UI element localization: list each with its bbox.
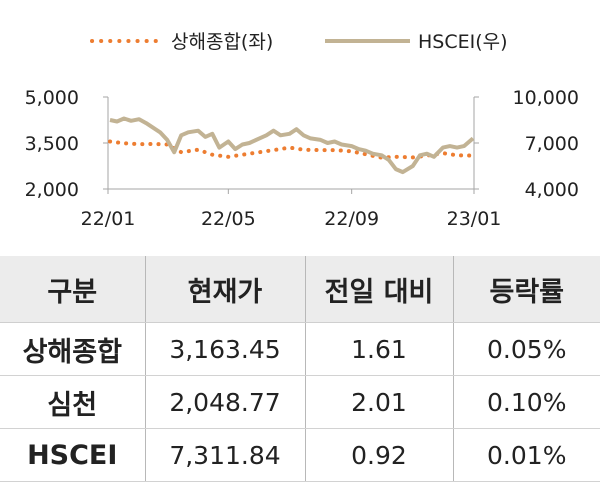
index-chart: 상해종합(좌) HSCEI(우) 5,000 3,500 2,000 10,000 7,0… (25, 31, 579, 230)
index-table: 구분 현재가 전일 대비 등락률 상해종합 3,163.45 1.61 0.05… (0, 256, 600, 482)
row-price: 2,048.77 (144, 375, 305, 429)
row-change: 1.61 (304, 322, 453, 376)
left-tick-label: 5,000 (25, 87, 79, 109)
right-tick-label: 7,000 (525, 133, 579, 155)
right-tick-label: 10,000 (513, 87, 579, 109)
chart-lines (108, 116, 475, 175)
row-price: 7,311.84 (144, 428, 305, 482)
table-row: 상해종합 3,163.45 1.61 0.05% (0, 322, 600, 376)
right-tick-label: 4,000 (525, 179, 579, 201)
row-name: 상해종합 (0, 322, 145, 376)
table-row: 심천 2,048.77 2.01 0.10% (0, 375, 600, 429)
legend-label-hscei: HSCEI(우) (418, 31, 508, 53)
header-change-rate: 등락률 (452, 256, 600, 323)
table-header-row: 구분 현재가 전일 대비 등락률 (0, 256, 600, 323)
series-line-shanghai (108, 139, 475, 160)
x-tick-label: 22/01 (81, 208, 136, 230)
chart-legend: 상해종합(좌) HSCEI(우) (90, 31, 508, 53)
row-price: 3,163.45 (144, 322, 305, 376)
table-row: HSCEI 7,311.84 0.92 0.01% (0, 428, 600, 482)
left-tick-label: 3,500 (25, 133, 79, 155)
row-change: 2.01 (304, 375, 453, 429)
x-tick-label: 22/09 (324, 208, 379, 230)
x-tick-label: 22/05 (201, 208, 256, 230)
row-name: 심천 (0, 375, 145, 429)
row-change: 0.92 (304, 428, 453, 482)
left-tick-label: 2,000 (25, 179, 79, 201)
row-rate: 0.01% (452, 428, 600, 482)
header-category: 구분 (0, 256, 145, 323)
row-rate: 0.10% (452, 375, 600, 429)
x-tick-label: 23/01 (447, 208, 502, 230)
row-name: HSCEI (0, 428, 145, 482)
row-rate: 0.05% (452, 322, 600, 376)
header-change: 전일 대비 (304, 256, 453, 323)
legend-label-shanghai: 상해종합(좌) (171, 31, 273, 53)
header-current-price: 현재가 (144, 256, 305, 323)
chart-axes: 5,000 3,500 2,000 10,000 7,000 4,000 22/01 22/0… (25, 87, 579, 230)
series-line-hscei (109, 116, 475, 175)
